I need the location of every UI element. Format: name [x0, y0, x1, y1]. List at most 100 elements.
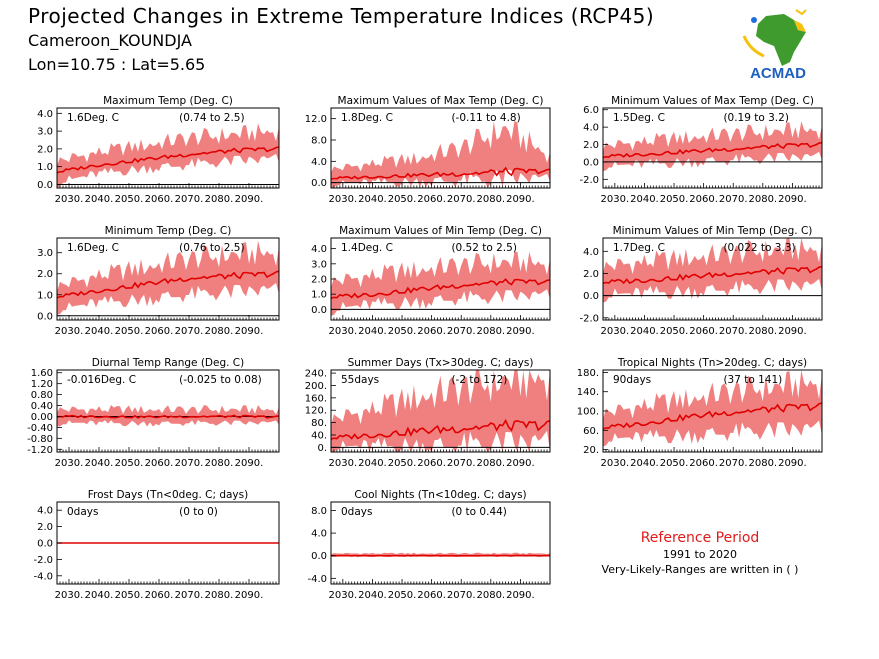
y-tick-label: 1.60: [31, 368, 53, 379]
chart-title: Frost Days (Tn<0deg. C; days): [88, 489, 248, 501]
y-tick-label: 6.0: [583, 105, 599, 116]
y-tick-label: 1.0: [311, 290, 327, 301]
x-tick-label: 2050.: [660, 326, 689, 337]
stat-label: 0days: [67, 506, 98, 518]
stat-label: 90days: [613, 374, 651, 386]
x-tick-label: 2030.: [601, 458, 630, 469]
x-tick-label: 2030.: [329, 326, 358, 337]
y-tick-label: 0.40: [31, 401, 53, 412]
reference-period-title: Reference Period: [640, 530, 760, 546]
y-tick-label: 240.: [305, 369, 327, 380]
x-tick-label: 2030.: [55, 326, 84, 337]
x-tick-label: 2090.: [235, 194, 264, 205]
median-line: [56, 414, 280, 419]
range-label: (0.76 to 2.5): [179, 242, 245, 254]
stat-label: 55days: [341, 374, 379, 386]
x-tick-label: 2090.: [778, 326, 807, 337]
uncertainty-band: [603, 238, 822, 303]
y-tick-label: 2.0: [37, 269, 53, 280]
uncertainty-band: [331, 370, 550, 452]
y-tick-label: 8.0: [311, 136, 327, 147]
y-tick-label: 4.0: [37, 506, 53, 517]
chart-title: Cool Nights (Tn<10deg. C; days): [354, 489, 526, 501]
stat-label: 1.4Deg. C: [341, 242, 393, 254]
median-line: [602, 402, 823, 430]
chart-panel: 2030. 2040. 2050. 2060. 2070. 2080. 2090. -1.20…: [27, 357, 280, 469]
x-tick-label: 2080.: [205, 458, 234, 469]
x-tick-label: 2030.: [329, 590, 358, 601]
y-tick-label: 40.: [311, 430, 327, 441]
uncertainty-band: [57, 240, 279, 315]
uncertainty-band: [331, 251, 550, 316]
x-tick-label: 2080.: [205, 590, 234, 601]
y-tick-label: 4.0: [37, 109, 53, 120]
y-tick-label: 1.0: [37, 290, 53, 301]
x-tick-label: 2030.: [329, 458, 358, 469]
chart-title: Minimum Values of Max Temp (Deg. C): [611, 95, 814, 107]
range-label: (0 to 0): [179, 506, 218, 518]
x-tick-label: 2030.: [601, 326, 630, 337]
x-tick-label: 2070.: [175, 458, 204, 469]
range-label: (0.022 to 3.3): [723, 242, 795, 254]
location-name: Cameroon_KOUNDJA: [28, 31, 192, 50]
chart-panel: 2030. 2040. 2050. 2060. 2070. 2080. 2090. 0. 40.…: [305, 357, 551, 469]
x-tick-label: 2050.: [660, 194, 689, 205]
x-tick-label: 2080.: [748, 458, 777, 469]
y-tick-label: 120.: [305, 406, 327, 417]
y-tick-label: 4.0: [311, 529, 327, 540]
chart-title: Maximum Values of Min Temp (Deg. C): [339, 225, 542, 237]
range-label: (0 to 0.44): [451, 506, 506, 518]
x-tick-label: 2090.: [235, 326, 264, 337]
x-tick-label: 2040.: [630, 194, 659, 205]
chart-title: Maximum Temp (Deg. C): [103, 95, 233, 107]
range-label: (-2 to 172): [451, 374, 507, 386]
chart-panel: 2030. 2040. 2050. 2060. 2070. 2080. 2090. 0.0 4.…: [305, 95, 551, 205]
x-tick-label: 2060.: [689, 458, 718, 469]
y-tick-label: 20.: [583, 445, 599, 456]
stat-label: 1.8Deg. C: [341, 112, 393, 124]
x-tick-label: 2030.: [55, 194, 84, 205]
x-tick-label: 2050.: [115, 458, 144, 469]
chart-title: Minimum Temp (Deg. C): [105, 225, 232, 237]
x-tick-label: 2050.: [388, 326, 417, 337]
x-tick-label: 2040.: [85, 194, 114, 205]
x-tick-label: 2030.: [55, 458, 84, 469]
y-tick-label: 2.0: [311, 275, 327, 286]
x-tick-label: 2070.: [719, 458, 748, 469]
x-tick-label: 2050.: [388, 458, 417, 469]
y-tick-label: 4.0: [311, 244, 327, 255]
y-tick-label: 0.: [317, 443, 327, 454]
range-label: (0.74 to 2.5): [179, 112, 245, 124]
range-label: (-0.025 to 0.08): [179, 374, 262, 386]
x-tick-label: 2060.: [145, 458, 174, 469]
x-tick-label: 2070.: [447, 326, 476, 337]
x-tick-label: 2080.: [748, 326, 777, 337]
y-tick-label: -2.0: [33, 555, 53, 566]
range-label: (0.52 to 2.5): [451, 242, 517, 254]
y-tick-label: 0.0: [583, 157, 599, 168]
x-tick-label: 2070.: [447, 194, 476, 205]
stat-label: 1.6Deg. C: [67, 242, 119, 254]
y-tick-label: 4.0: [583, 247, 599, 258]
y-tick-label: 3.0: [37, 248, 53, 259]
y-tick-label: -0.80: [27, 434, 53, 445]
x-tick-label: 2080.: [205, 326, 234, 337]
y-tick-label: 180.: [577, 368, 599, 379]
median-line: [56, 270, 280, 299]
x-tick-label: 2050.: [388, 590, 417, 601]
x-tick-label: 2060.: [145, 194, 174, 205]
stat-label: 1.5Deg. C: [613, 112, 665, 124]
chart-panel: 2030. 2040. 2050. 2060. 2070. 2080. 2090. -4.0 0…: [307, 489, 551, 601]
x-tick-label: 2060.: [689, 194, 718, 205]
x-tick-label: 2040.: [358, 458, 387, 469]
chart-panel: 2030. 2040. 2050. 2060. 2070. 2080. 2090. 0.0 1.…: [37, 225, 280, 337]
y-tick-label: 8.0: [311, 506, 327, 517]
y-tick-label: 1.0: [37, 162, 53, 173]
x-tick-label: 2060.: [145, 590, 174, 601]
x-tick-label: 2090.: [506, 326, 535, 337]
acmad-logo-text: ACMAD: [750, 65, 806, 82]
median-line: [330, 418, 551, 440]
y-tick-label: -4.0: [33, 571, 53, 582]
y-tick-label: 0.0: [37, 311, 53, 322]
x-tick-label: 2090.: [506, 458, 535, 469]
